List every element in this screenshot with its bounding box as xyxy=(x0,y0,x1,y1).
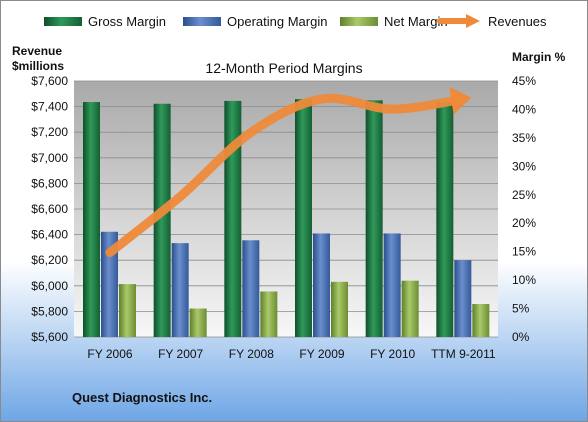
bar-gross-margin-5 xyxy=(436,102,454,337)
x-tick-label-0: FY 2006 xyxy=(87,347,132,361)
bar-gross-margin-0 xyxy=(83,102,100,337)
bar-net-margin-5 xyxy=(472,304,490,337)
legend-swatch-operating-margin xyxy=(183,17,221,26)
bar-operating-margin-4 xyxy=(383,233,401,337)
right-tick-label-4: 20% xyxy=(512,216,536,230)
bar-operating-margin-2 xyxy=(242,240,260,337)
left-tick-label-2: $6,000 xyxy=(31,279,68,293)
company-name: Quest Diagnostics Inc. xyxy=(72,390,212,405)
left-tick-label-3: $6,200 xyxy=(31,253,68,267)
bars xyxy=(83,99,490,338)
bar-operating-margin-3 xyxy=(313,233,330,337)
right-tick-label-0: 0% xyxy=(512,330,530,344)
bar-gross-margin-4 xyxy=(365,100,383,337)
bar-operating-margin-5 xyxy=(454,260,472,337)
gridlines xyxy=(74,80,498,338)
axes: $5,600 $5,800 $6,000 $6,200 $6,400 $6,600 $6,8… xyxy=(31,74,536,361)
x-tick-label-2: FY 2008 xyxy=(229,347,274,361)
right-tick-label-7: 35% xyxy=(512,131,536,145)
x-tick-label-1: FY 2007 xyxy=(158,347,203,361)
bar-operating-margin-1 xyxy=(171,243,189,337)
bar-gross-margin-2 xyxy=(224,100,242,338)
left-tick-label-9: $7,400 xyxy=(31,100,68,114)
right-tick-label-9: 45% xyxy=(512,74,536,88)
legend-label-gross-margin: Gross Margin xyxy=(88,14,166,29)
legend-label-revenues: Revenues xyxy=(488,14,547,29)
x-tick-label-5: TTM 9-2011 xyxy=(431,347,496,361)
right-tick-label-8: 40% xyxy=(512,102,536,116)
bar-net-margin-3 xyxy=(331,281,348,337)
x-tick-label-3: FY 2009 xyxy=(299,347,344,361)
left-axis-title-line2: $millions xyxy=(12,59,64,73)
right-tick-label-6: 30% xyxy=(512,159,536,173)
chart-title: 12-Month Period Margins xyxy=(205,60,362,76)
bar-operating-margin-0 xyxy=(101,231,118,337)
right-tick-label-5: 25% xyxy=(512,188,536,202)
legend-label-net-margin: Net Margin xyxy=(384,14,448,29)
legend-label-operating-margin: Operating Margin xyxy=(227,14,327,29)
legend: Gross Margin Operating Margin Net Margin… xyxy=(44,14,547,29)
right-tick-label-2: 10% xyxy=(512,273,536,287)
left-tick-label-4: $6,400 xyxy=(31,228,68,242)
legend-arrowhead-revenues xyxy=(466,14,480,28)
bar-gross-margin-1 xyxy=(153,103,171,337)
right-tick-label-1: 5% xyxy=(512,302,530,316)
left-tick-label-10: $7,600 xyxy=(31,74,68,88)
revenue-line xyxy=(105,86,472,258)
left-axis-title-line1: Revenue xyxy=(12,44,62,58)
right-axis-title: Margin % xyxy=(512,50,566,64)
bar-net-margin-0 xyxy=(119,284,136,337)
revenue-line-path xyxy=(105,93,468,258)
left-tick-label-1: $5,800 xyxy=(31,304,68,318)
left-tick-label-6: $6,800 xyxy=(31,176,68,190)
legend-swatch-gross-margin xyxy=(44,17,82,26)
x-tick-label-4: FY 2010 xyxy=(370,347,415,361)
bar-net-margin-2 xyxy=(260,291,278,337)
revenue-line-arrowhead xyxy=(449,86,472,115)
legend-swatch-net-margin xyxy=(340,17,378,26)
left-tick-label-5: $6,600 xyxy=(31,202,68,216)
bar-net-margin-1 xyxy=(189,308,207,337)
left-tick-label-7: $7,000 xyxy=(31,151,68,165)
left-tick-label-8: $7,200 xyxy=(31,125,68,139)
left-tick-label-0: $5,600 xyxy=(31,330,68,344)
bar-net-margin-4 xyxy=(401,280,419,337)
bar-gross-margin-3 xyxy=(295,99,312,338)
right-tick-label-3: 15% xyxy=(512,245,536,259)
